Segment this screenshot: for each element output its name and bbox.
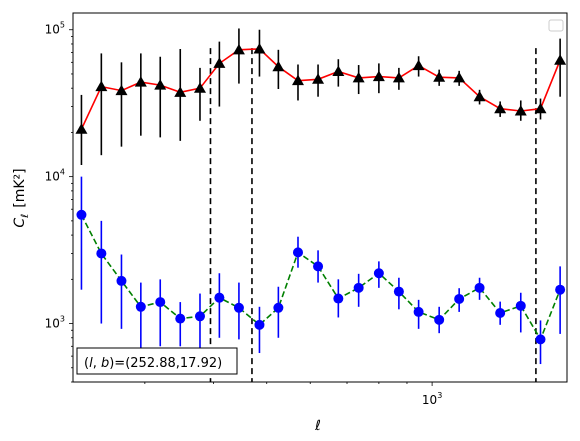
data-point-circle — [434, 314, 445, 325]
data-point-circle — [233, 302, 244, 313]
data-point-triangle — [75, 123, 88, 134]
y-axis-label: Cℓ[mK²] — [12, 168, 31, 227]
tick-layer: 103 104 105 103 — [45, 21, 443, 407]
data-point-triangle — [291, 74, 304, 86]
data-point-triangle — [453, 71, 466, 83]
data-point-circle — [393, 286, 404, 297]
data-point-triangle — [232, 43, 245, 55]
data-point-triangle — [494, 102, 507, 114]
data-point-circle — [135, 301, 146, 312]
data-point-circle — [495, 307, 506, 318]
y-tick-label: 105 — [45, 21, 65, 37]
data-point-triangle — [412, 59, 425, 71]
data-point-triangle — [272, 60, 285, 72]
data-point-circle — [555, 284, 566, 295]
data-point-circle — [214, 292, 225, 303]
data-point-triangle — [514, 104, 527, 116]
data-point-triangle — [534, 102, 547, 114]
legend-box[interactable] — [548, 19, 564, 32]
data-point-circle — [292, 247, 303, 258]
x-tick-label: 103 — [422, 391, 442, 407]
axes-frame — [72, 12, 568, 383]
data-point-circle — [373, 268, 384, 279]
data-point-circle — [535, 334, 546, 345]
data-point-circle — [194, 311, 205, 322]
data-point-triangle — [473, 90, 486, 102]
data-point-circle — [515, 300, 526, 311]
data-point-circle — [175, 313, 186, 324]
annotation-box — [76, 347, 238, 375]
data-point-triangle — [174, 86, 187, 97]
data-point-circle — [254, 319, 265, 330]
data-point-triangle — [332, 65, 345, 76]
plot-area — [209, 48, 537, 382]
data-layer — [75, 28, 567, 365]
annotation: (l, b)=(252.88,17.92) — [76, 347, 238, 375]
data-point-triangle — [554, 54, 567, 65]
data-point-triangle — [392, 71, 405, 83]
y-tick-label: 104 — [45, 168, 65, 184]
data-point-triangle — [372, 70, 385, 82]
data-point-triangle — [253, 42, 266, 54]
data-point-circle — [155, 297, 166, 308]
data-point-triangle — [433, 71, 446, 82]
data-point-triangle — [134, 76, 147, 87]
data-point-circle — [413, 306, 424, 317]
data-point-circle — [273, 302, 284, 313]
data-point-triangle — [95, 80, 108, 92]
data-point-triangle — [352, 71, 365, 83]
data-point-circle — [313, 261, 324, 272]
y-tick-label: 103 — [45, 315, 65, 331]
data-point-circle — [116, 275, 127, 286]
data-point-triangle — [312, 73, 325, 84]
data-point-triangle — [213, 57, 226, 68]
data-point-circle — [454, 293, 465, 304]
x-axis-label: ℓ — [314, 418, 321, 434]
data-point-circle — [76, 209, 87, 220]
annotation-text: (l, b)=(252.88,17.92) — [84, 356, 222, 371]
data-point-circle — [96, 248, 107, 259]
data-point-triangle — [154, 79, 167, 90]
data-point-circle — [474, 282, 485, 293]
data-point-circle — [333, 293, 344, 304]
data-point-triangle — [115, 84, 128, 96]
data-point-triangle — [193, 82, 206, 93]
data-point-circle — [353, 282, 364, 293]
